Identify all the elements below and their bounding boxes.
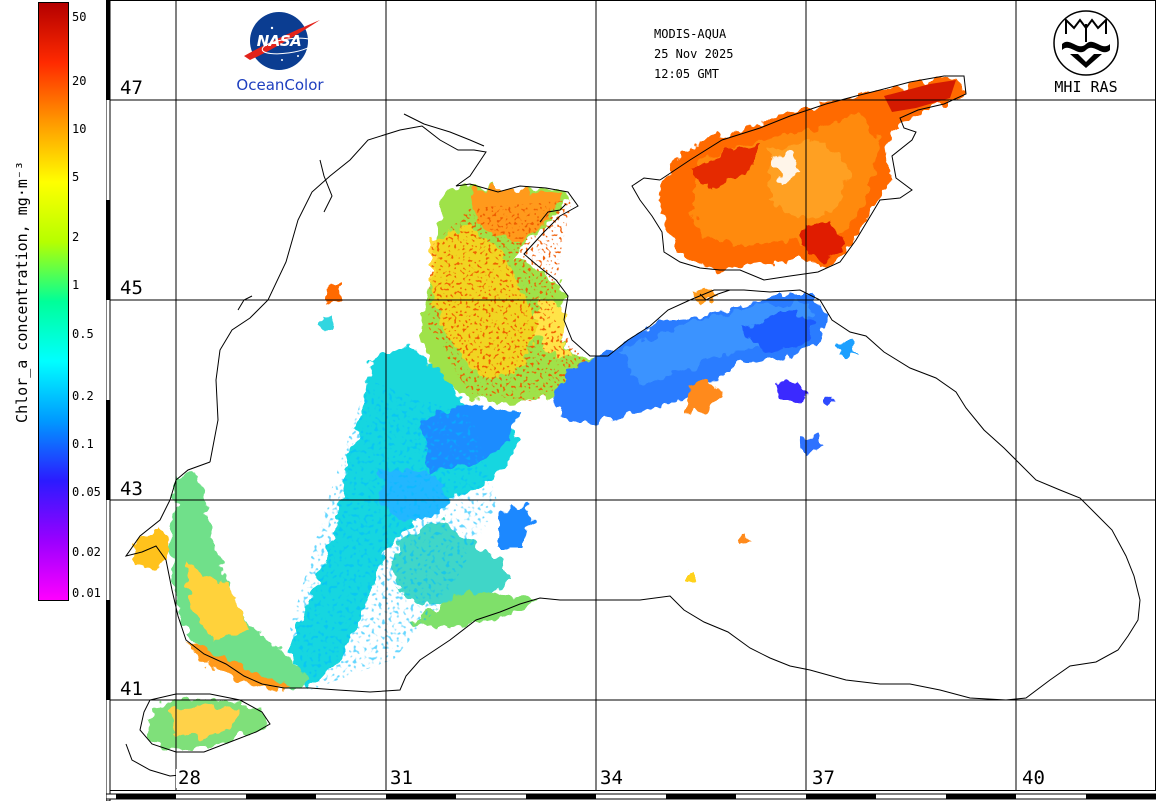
colorbar-tick: 0.2: [72, 389, 94, 403]
latitude-label: 41: [118, 678, 145, 700]
mhi-ras-wordmark: MHI RAS: [1054, 78, 1118, 96]
longitude-label: 31: [388, 767, 415, 789]
colorbar-gradient: [38, 2, 69, 601]
azov-sea-hotspots: [690, 80, 956, 262]
oceancolor-wordmark: OceanColor: [236, 76, 324, 94]
nasa-oceancolor-logo: NASA OceanColor: [232, 8, 328, 96]
nasa-swoosh-icon: [244, 20, 320, 61]
colorbar-tick: 2: [72, 230, 80, 244]
coastline: [124, 75, 1141, 777]
marmara-sea-chlorophyll: [148, 698, 270, 752]
western-coast-chlorophyll: [132, 470, 310, 690]
colorbar-tick: 5: [72, 170, 80, 184]
colorbar-tick: 10: [72, 122, 87, 136]
colorbar-panel: Chlor_a concentration, mg·m⁻³ 50 20 10 5…: [0, 0, 108, 801]
longitude-label: 28: [176, 767, 203, 789]
mhi-ras-logo: MHI RAS: [1048, 10, 1124, 100]
map-frame: 47 45 43 41 28 31 34 37 40: [106, 0, 1156, 801]
mhi-emblem-icon: [1053, 10, 1119, 76]
colorbar-tick: 0.05: [72, 485, 101, 499]
colorbar-tick: 0.02: [72, 545, 101, 559]
sensor-name: MODIS-AQUA: [654, 27, 727, 41]
latitude-label: 45: [118, 277, 145, 299]
latitude-label: 43: [118, 478, 145, 500]
image-header: MODIS-AQUA 25 Nov 2025 12:05 GMT: [654, 24, 733, 84]
graticule: [108, 0, 1156, 790]
longitude-label: 34: [598, 767, 625, 789]
longitude-label: 40: [1020, 767, 1047, 789]
colorbar-tick: 1: [72, 278, 80, 292]
latitude-label: 47: [118, 77, 145, 99]
colorbar-tick: 50: [72, 10, 87, 24]
acquisition-time: 12:05 GMT: [654, 67, 720, 81]
colorbar-tick: 0.01: [72, 586, 101, 600]
longitude-label: 37: [810, 767, 837, 789]
open-sea-blue-band: [552, 296, 828, 452]
colorbar-axis-label: Chlor_a concentration, mg·m⁻³: [13, 161, 31, 423]
colorbar-tick: 0.5: [72, 327, 94, 341]
colorbar-tick: 0.1: [72, 437, 94, 451]
chlorophyll-map: [106, 0, 1156, 801]
acquisition-date: 25 Nov 2025: [654, 47, 734, 61]
nasa-wordmark: NASA: [256, 32, 302, 50]
colorbar-tick: 20: [72, 74, 87, 88]
